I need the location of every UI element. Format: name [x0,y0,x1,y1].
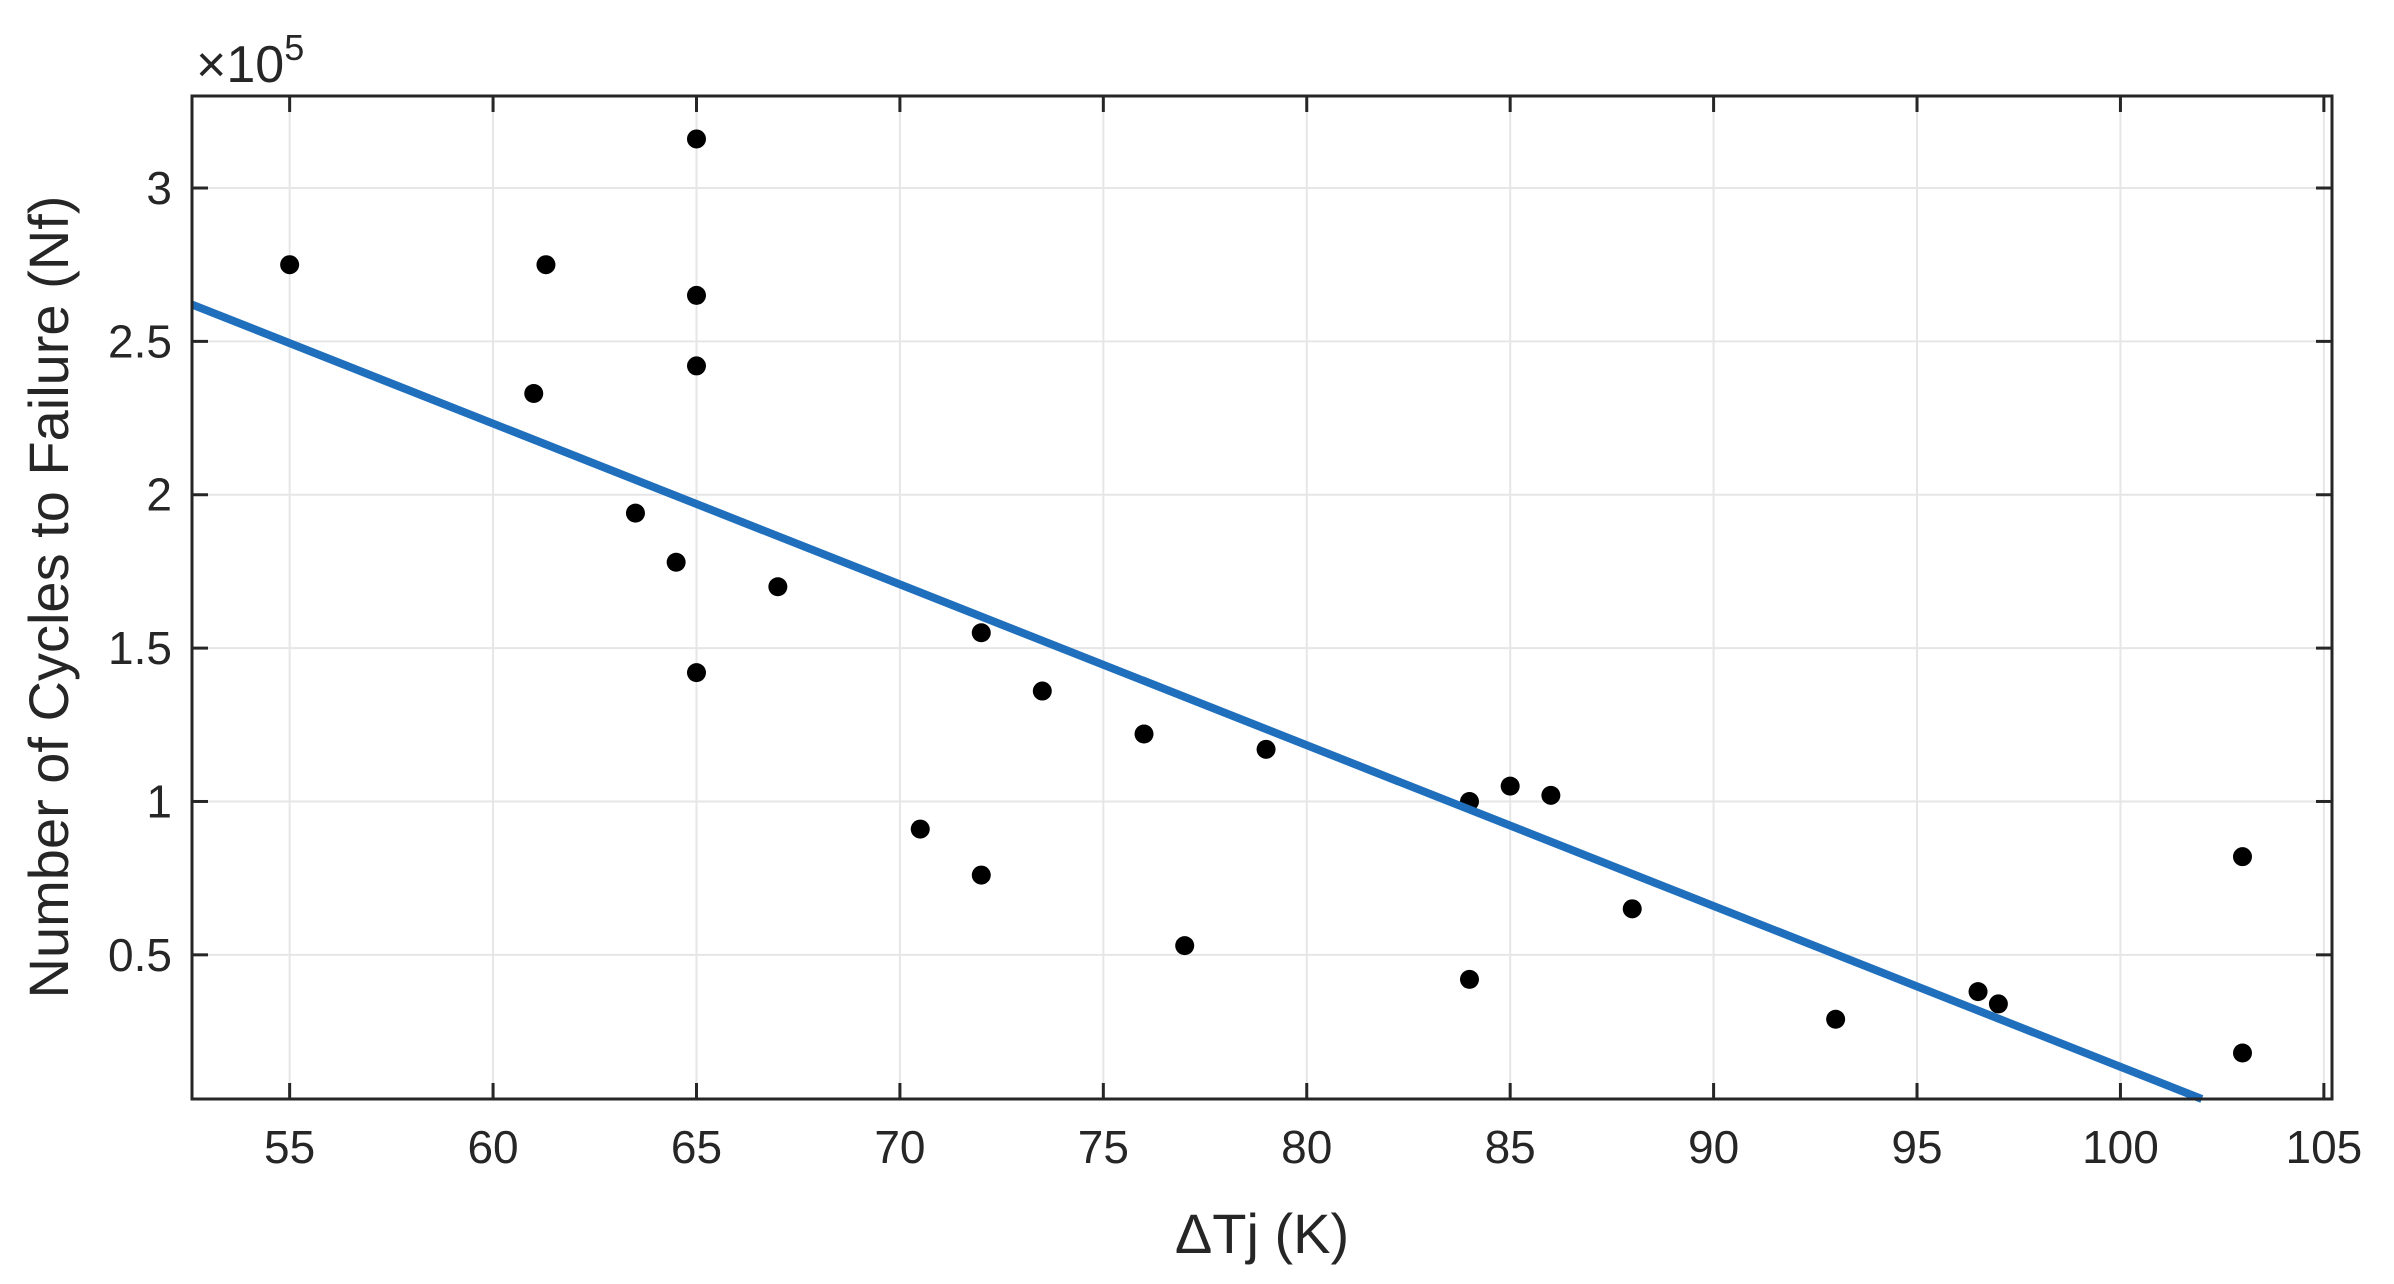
x-tick-label: 90 [1688,1121,1739,1173]
axes-background [192,96,2332,1099]
data-point [1968,982,1988,1002]
x-axis-label: ΔTj (K) [1175,1202,1349,1265]
x-tick-label: 55 [264,1121,315,1173]
data-point [686,129,706,149]
data-point [1134,724,1154,744]
y-tick-label: 1.5 [108,622,172,674]
data-point [524,384,544,404]
y-tick-label: 2.5 [108,315,172,367]
data-point [1826,1009,1846,1029]
tick-marks [192,96,2332,1099]
data-point [1541,785,1561,805]
y-tick-label: 2 [146,469,172,521]
data-point [686,356,706,376]
x-tick-label: 100 [2082,1121,2159,1173]
data-point [1175,936,1195,956]
y-tick-labels: 0.5 1 1.5 2 2.5 3 [108,162,172,981]
x-tick-label: 75 [1078,1121,1129,1173]
data-point [971,623,991,643]
data-point [971,865,991,885]
x-tick-label: 85 [1485,1121,1536,1173]
data-point [1459,969,1479,989]
data-point [1988,994,2008,1014]
axes-box [190,94,2334,1101]
data-point [768,577,788,597]
x-tick-label: 70 [874,1121,925,1173]
data-point [625,503,645,523]
y-axis-label: Number of Cycles to Failure (Nf) [17,196,80,999]
data-point [686,663,706,683]
data-point [1500,776,1520,796]
fit-line [190,300,2204,1103]
plot-area [190,94,2334,1103]
data-point [910,819,930,839]
data-point [1622,899,1642,919]
x-tick-label: 105 [2285,1121,2362,1173]
x-tick-label: 80 [1281,1121,1332,1173]
y-axis-exponent: ×105 [196,27,304,94]
data-point [536,255,556,275]
data-series [190,129,2252,1103]
data-point [686,285,706,305]
x-tick-label: 95 [1891,1121,1942,1173]
y-tick-label: 0.5 [108,929,172,981]
x-tick-label: 60 [467,1121,518,1173]
data-point [1256,739,1276,759]
data-point [2232,1043,2252,1063]
data-point [280,255,300,275]
x-tick-label: 65 [671,1121,722,1173]
grid [192,96,2332,1099]
y-tick-label: 1 [146,775,172,827]
data-point [1032,681,1052,701]
y-tick-label: 3 [146,162,172,214]
data-point [2232,847,2252,867]
x-tick-labels: 55 60 65 70 75 80 85 90 95 100 105 [264,1121,2362,1173]
data-point [666,552,686,572]
